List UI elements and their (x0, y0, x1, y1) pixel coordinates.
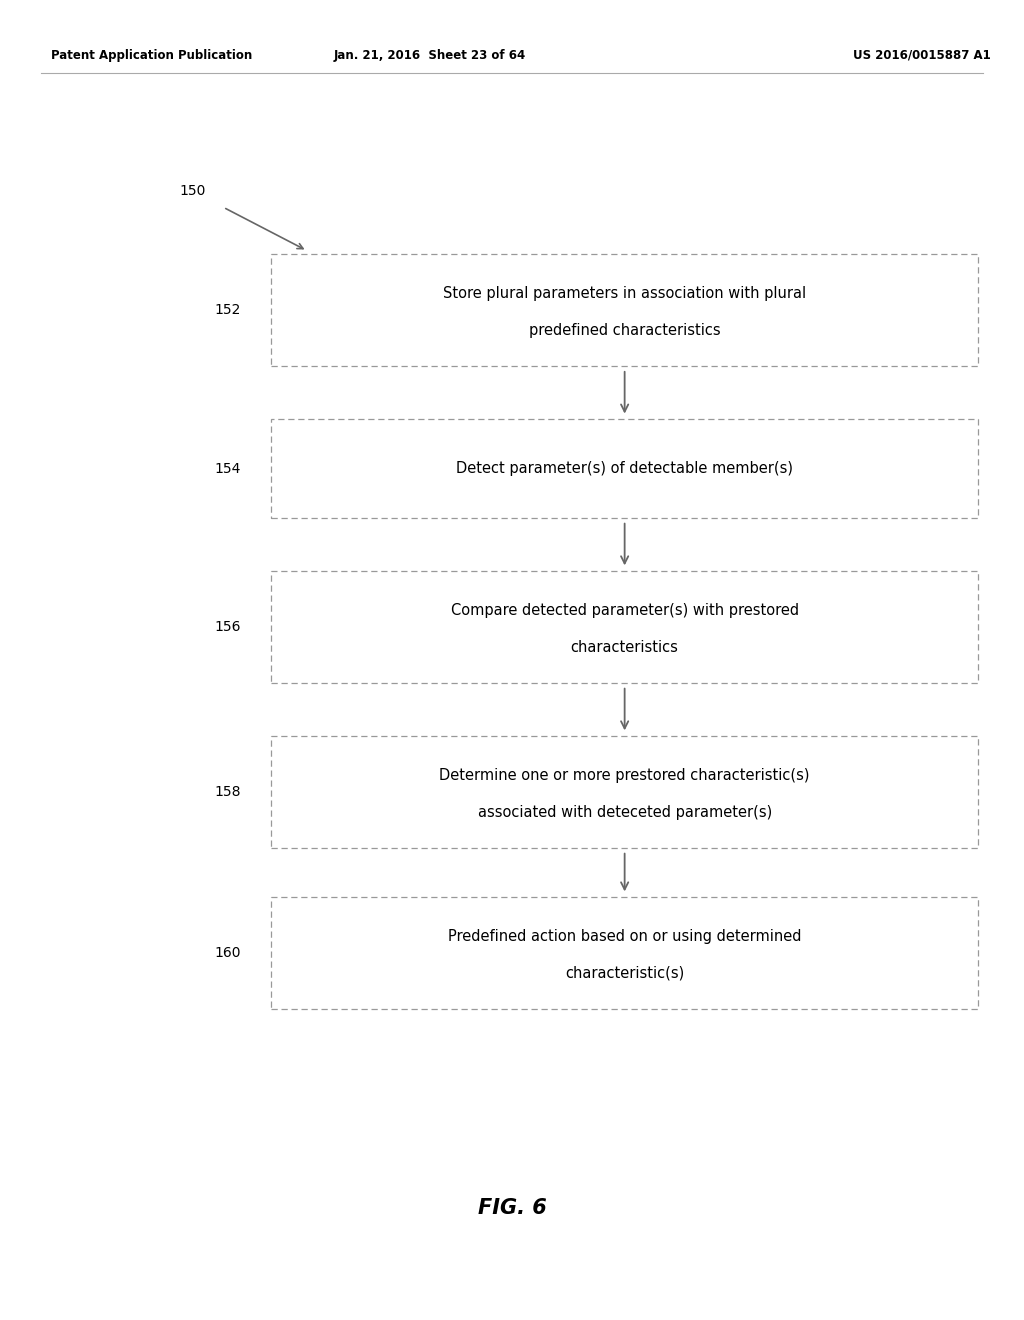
FancyBboxPatch shape (271, 737, 978, 847)
Text: Predefined action based on or using determined: Predefined action based on or using dete… (447, 929, 802, 944)
Text: 152: 152 (214, 304, 241, 317)
Text: characteristic(s): characteristic(s) (565, 966, 684, 981)
Text: 158: 158 (214, 785, 241, 799)
FancyBboxPatch shape (271, 253, 978, 366)
Text: associated with deteceted parameter(s): associated with deteceted parameter(s) (477, 805, 772, 820)
Text: Determine one or more prestored characteristic(s): Determine one or more prestored characte… (439, 768, 810, 783)
Text: Patent Application Publication: Patent Application Publication (51, 49, 253, 62)
Text: Jan. 21, 2016  Sheet 23 of 64: Jan. 21, 2016 Sheet 23 of 64 (334, 49, 526, 62)
Text: 160: 160 (214, 946, 241, 960)
Text: US 2016/0015887 A1: US 2016/0015887 A1 (853, 49, 990, 62)
Text: 150: 150 (179, 185, 206, 198)
Text: 156: 156 (214, 620, 241, 634)
FancyBboxPatch shape (271, 570, 978, 682)
FancyBboxPatch shape (271, 420, 978, 517)
Text: Compare detected parameter(s) with prestored: Compare detected parameter(s) with prest… (451, 603, 799, 618)
FancyBboxPatch shape (271, 898, 978, 1008)
Text: Store plural parameters in association with plural: Store plural parameters in association w… (443, 286, 806, 301)
Text: characteristics: characteristics (570, 640, 679, 655)
Text: 154: 154 (214, 462, 241, 475)
Text: predefined characteristics: predefined characteristics (528, 323, 721, 338)
Text: FIG. 6: FIG. 6 (477, 1197, 547, 1218)
Text: Detect parameter(s) of detectable member(s): Detect parameter(s) of detectable member… (456, 461, 794, 477)
